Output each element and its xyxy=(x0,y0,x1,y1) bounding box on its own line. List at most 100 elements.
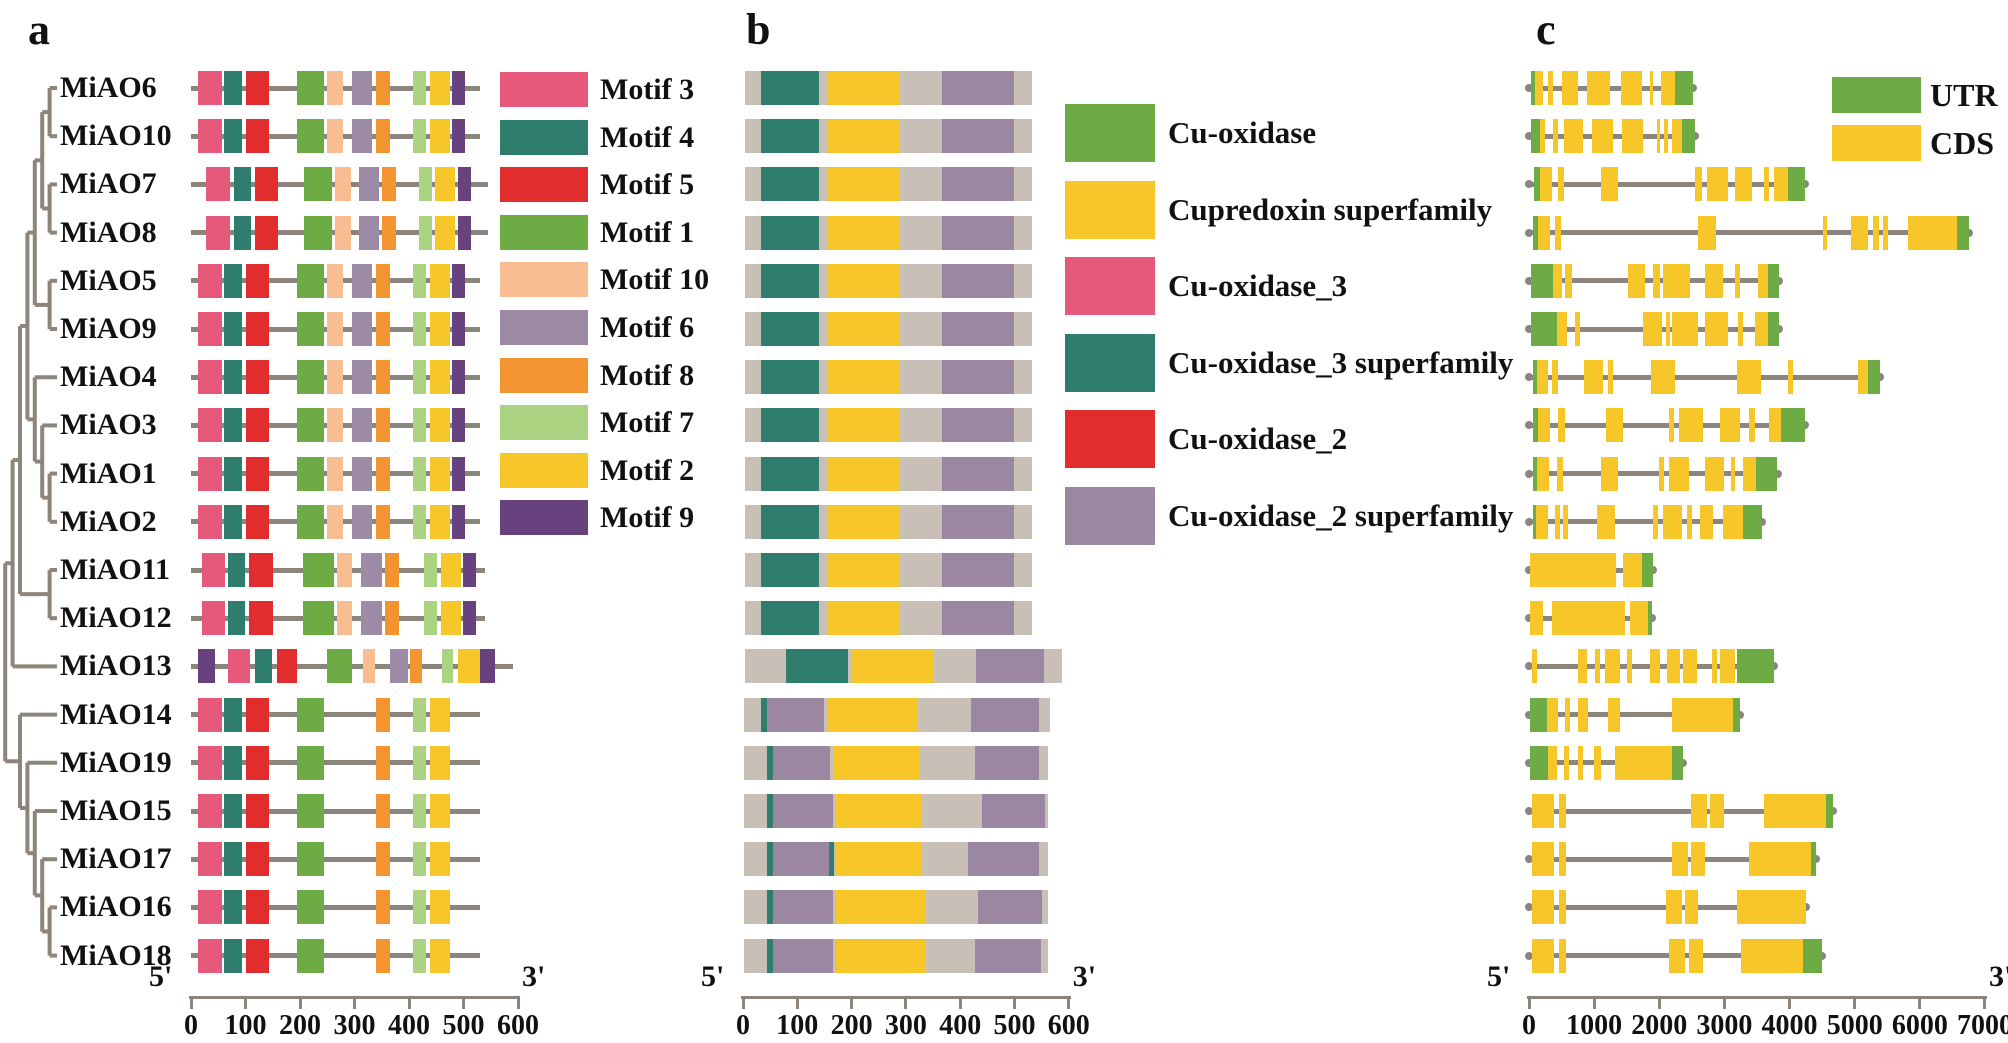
gene-line-endcap xyxy=(1802,903,1811,912)
cds-exon-block xyxy=(1651,360,1676,395)
utr-block xyxy=(1531,263,1554,298)
protein-backbone-line xyxy=(191,760,480,766)
gene-label: MiAO9 xyxy=(60,312,157,345)
legend-label: Motif 3 xyxy=(600,73,695,106)
motif-block xyxy=(302,601,334,636)
motif-block xyxy=(327,119,344,154)
legend-swatch xyxy=(1065,104,1155,162)
motif-block xyxy=(413,842,427,877)
legend-label: Motif 5 xyxy=(600,168,695,202)
cds-exon-block xyxy=(1643,312,1663,346)
utr-block xyxy=(1532,408,1538,443)
motif-block xyxy=(198,71,222,105)
utr-block xyxy=(1648,601,1653,636)
utr-block xyxy=(1802,938,1823,973)
axis-tick xyxy=(1527,996,1531,1009)
gene-label: MiAO3 xyxy=(60,408,157,442)
cds-exon-block xyxy=(1872,215,1879,250)
motif-block xyxy=(429,360,450,395)
cds-exon-block xyxy=(1563,504,1569,539)
cds-exon-block xyxy=(1764,794,1826,828)
motif-block xyxy=(418,215,432,250)
gene-label: MiAO14 xyxy=(60,697,172,731)
motif-block xyxy=(334,215,351,250)
domain-block xyxy=(766,745,773,780)
axis-tick-label: 300 xyxy=(884,1010,927,1041)
three-prime-label: 3' xyxy=(522,960,546,993)
axis-tick xyxy=(1592,996,1596,1009)
cds-exon-block xyxy=(1555,504,1561,539)
three-prime-label: 3' xyxy=(1072,960,1097,993)
motif-block xyxy=(413,890,427,925)
cds-exon-block xyxy=(1531,938,1555,973)
cds-exon-block xyxy=(1773,167,1788,202)
motif-block xyxy=(413,408,427,443)
cds-exon-block xyxy=(1666,312,1671,346)
cds-exon-block xyxy=(1615,745,1673,780)
cds-exon-block xyxy=(1555,215,1562,250)
cds-exon-block xyxy=(1749,842,1811,877)
cds-exon-block xyxy=(1712,649,1718,684)
domain-block xyxy=(827,71,900,105)
cds-exon-block xyxy=(1730,456,1736,491)
cds-exon-block xyxy=(1621,71,1643,105)
cds-exon-block xyxy=(1601,167,1619,202)
cds-exon-block xyxy=(1622,119,1644,154)
cds-exon-block xyxy=(1688,938,1703,973)
gene-line-endcap xyxy=(1649,566,1658,574)
axis-tick-label: 600 xyxy=(497,1010,539,1041)
domain-block xyxy=(968,842,1039,877)
cds-exon-block xyxy=(1699,504,1714,539)
protein-backbone-line xyxy=(191,808,480,814)
motif-block xyxy=(358,215,380,250)
motif-block xyxy=(245,119,269,154)
motif-block xyxy=(304,167,332,202)
gene-line-endcap xyxy=(1525,903,1533,912)
domain-block xyxy=(766,890,773,925)
motif-block xyxy=(327,456,344,491)
motif-block xyxy=(375,890,390,925)
motif-block xyxy=(327,360,344,395)
cds-exon-block xyxy=(1553,263,1563,298)
motif-block xyxy=(228,553,246,587)
motif-block xyxy=(413,119,427,154)
utr-block xyxy=(1534,167,1540,202)
motif-block xyxy=(352,504,373,539)
cds-exon-block xyxy=(1907,215,1957,250)
motif-block xyxy=(296,697,324,732)
utr-block xyxy=(1867,360,1880,395)
domain-block xyxy=(760,119,819,154)
protein-backbone-line xyxy=(191,904,480,910)
cds-exon-block xyxy=(1608,697,1621,732)
motif-block xyxy=(385,601,400,636)
motif-block xyxy=(413,794,427,828)
axis-tick-label: 5000 xyxy=(1826,1010,1883,1041)
cds-exon-block xyxy=(1627,649,1633,684)
utr-block xyxy=(1825,794,1833,828)
legend-swatch xyxy=(500,357,588,393)
motif-block xyxy=(277,649,297,684)
gene-line-endcap xyxy=(1525,614,1533,623)
axis-tick xyxy=(462,996,465,1009)
domain-block xyxy=(975,938,1041,973)
motif-block xyxy=(337,553,352,587)
cds-exon-block xyxy=(1540,167,1553,202)
domain-block xyxy=(760,215,819,250)
gene-line-endcap xyxy=(1769,662,1778,671)
axis-tick-label: 400 xyxy=(939,1010,982,1041)
motif-block xyxy=(429,745,450,780)
domain-block xyxy=(772,794,833,828)
motif-block xyxy=(375,456,390,491)
utr-block xyxy=(1531,71,1535,105)
gene-line-endcap xyxy=(1525,710,1533,719)
motif-block xyxy=(413,938,427,973)
intron-line xyxy=(1529,471,1778,477)
motif-block xyxy=(385,553,400,587)
domain-block xyxy=(827,456,900,491)
cds-exon-block xyxy=(1720,649,1736,684)
cds-exon-block xyxy=(1679,408,1704,443)
cds-exon-block xyxy=(1657,119,1661,154)
domain-block xyxy=(851,649,934,684)
motif-block xyxy=(326,649,352,684)
cds-exon-block xyxy=(1592,119,1614,154)
